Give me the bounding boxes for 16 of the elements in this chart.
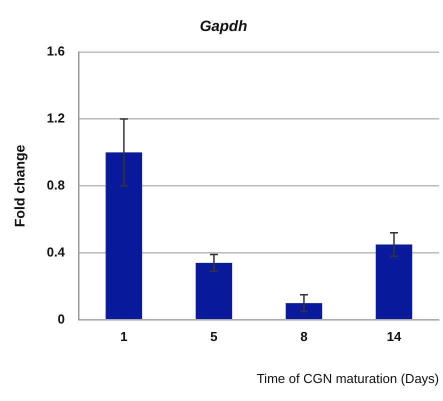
x-tick-label: 14 xyxy=(386,329,402,344)
y-tick-label: 0.8 xyxy=(46,177,65,192)
y-tick-label: 0.4 xyxy=(46,244,66,260)
y-axis-title: Fold change xyxy=(11,144,28,228)
y-tick-label: 0 xyxy=(58,311,65,326)
bar xyxy=(196,262,232,320)
x-axis-title: Time of CGN maturation (Days) xyxy=(256,370,439,386)
x-tick-label: 8 xyxy=(300,329,308,344)
x-tick-label: 1 xyxy=(120,329,128,344)
chart-title: Gapdh xyxy=(200,18,248,36)
bar xyxy=(376,244,412,320)
y-tick-label: 1.2 xyxy=(46,110,65,126)
bar xyxy=(106,152,142,320)
y-tick-label: 1.6 xyxy=(46,44,65,59)
bar xyxy=(286,303,322,320)
x-tick-label: 5 xyxy=(210,329,218,344)
